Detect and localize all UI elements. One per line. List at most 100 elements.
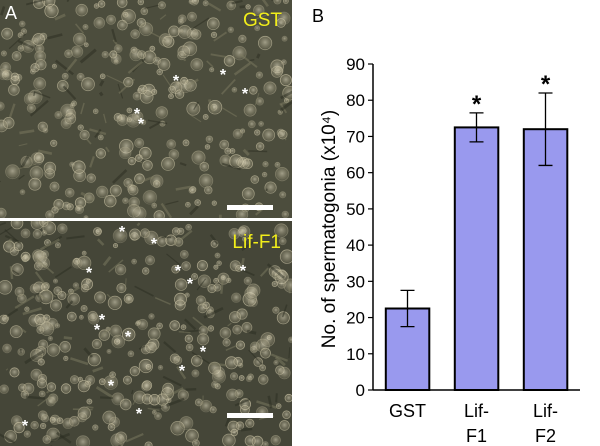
cell-texture-streak [162,74,173,90]
cell-texture-streak [43,288,57,298]
cell-marker: * [220,67,227,84]
y-tick-label: 40 [346,236,365,255]
cell-texture [33,77,47,90]
cell-texture-streak [24,350,44,365]
micrograph-lif-f1: ******** ****** [0,221,292,446]
cell-texture [91,338,103,350]
cell-texture [47,335,54,342]
cell-texture [50,139,58,147]
cell-texture [99,73,106,80]
cell-texture [115,264,127,276]
cell-texture [249,86,258,95]
cell-marker: * [136,406,143,423]
y-tick-label: 60 [346,164,365,183]
cell-marker: * [242,86,249,103]
cell-texture [253,4,265,17]
cell-texture-streak [8,33,27,50]
cell-texture [132,390,147,404]
cell-texture [257,35,273,51]
cell-texture [147,327,161,341]
cell-texture [270,435,281,446]
cell-texture [123,375,133,385]
cell-texture [0,101,5,111]
micrograph-gst-markers: * **** [134,67,249,133]
cell-texture [66,311,77,322]
cell-texture-streak [246,329,257,335]
cell-texture [129,366,140,377]
cell-texture [244,286,258,301]
cell-texture [98,378,106,386]
cell-texture [121,327,136,342]
cell-texture-streak [234,398,251,407]
cell-texture-streak [184,318,197,331]
cell-texture [131,258,137,265]
cell-texture [10,221,24,230]
cell-texture-streak [221,78,236,95]
cell-texture-streak [66,0,70,3]
cell-texture-streak [227,322,232,327]
cell-texture [184,292,190,298]
error-bars [400,92,553,328]
cell-texture [199,161,210,172]
cell-texture [232,128,243,139]
cell-texture [43,161,57,175]
cell-texture [230,428,238,437]
cell-texture-streak [248,150,268,153]
cell-texture [275,403,282,409]
cell-texture [214,383,221,390]
micrograph-divider [0,218,292,221]
cell-texture-streak [139,160,149,167]
cell-texture [72,282,80,289]
cell-texture [168,93,174,99]
cell-texture [278,366,291,380]
y-tick-label: 50 [346,200,365,219]
cell-texture-streak [186,78,199,88]
cell-texture [74,204,85,214]
cell-texture [141,381,152,392]
x-tick-label: GST [389,401,426,421]
cell-texture-streak [0,6,6,16]
cell-texture [94,291,107,304]
cell-texture [202,114,209,120]
cell-texture-streak [284,136,287,141]
cell-texture [169,320,181,331]
cell-texture [34,50,47,63]
cell-texture-streak [231,0,243,5]
cell-marker: * [108,378,115,395]
cell-texture [219,327,232,339]
cell-texture-streak [251,13,271,22]
cell-texture [202,0,209,7]
cell-texture-streak [38,149,53,155]
cell-texture [33,152,45,164]
cell-texture-streak [17,325,27,334]
cell-texture [247,120,256,129]
cell-texture [112,228,128,244]
cell-texture-streak [8,103,16,118]
cell-texture [28,177,42,191]
cell-texture [116,283,127,294]
cell-texture [0,314,9,325]
error-bar [469,112,484,143]
cell-texture [281,35,288,42]
cell-texture [80,304,88,312]
cell-texture-streak [206,60,214,68]
cell-texture-streak [29,99,49,117]
cell-texture [142,160,153,171]
cell-texture [253,357,264,367]
cell-texture-streak [50,432,71,443]
cell-texture [154,412,162,421]
bar [453,126,500,392]
cell-texture [0,384,9,394]
cell-texture [250,175,260,184]
cell-texture-streak [38,293,49,301]
cell-texture-streak [176,365,187,380]
cell-texture-streak [189,205,199,216]
cell-texture-streak [65,300,74,309]
cell-marker: * [175,263,182,280]
cell-texture [60,383,72,394]
cell-texture [51,63,57,69]
panel-b-letter: B [312,6,324,26]
cell-texture [238,34,247,44]
cell-texture [123,293,134,304]
cell-texture [140,7,149,16]
